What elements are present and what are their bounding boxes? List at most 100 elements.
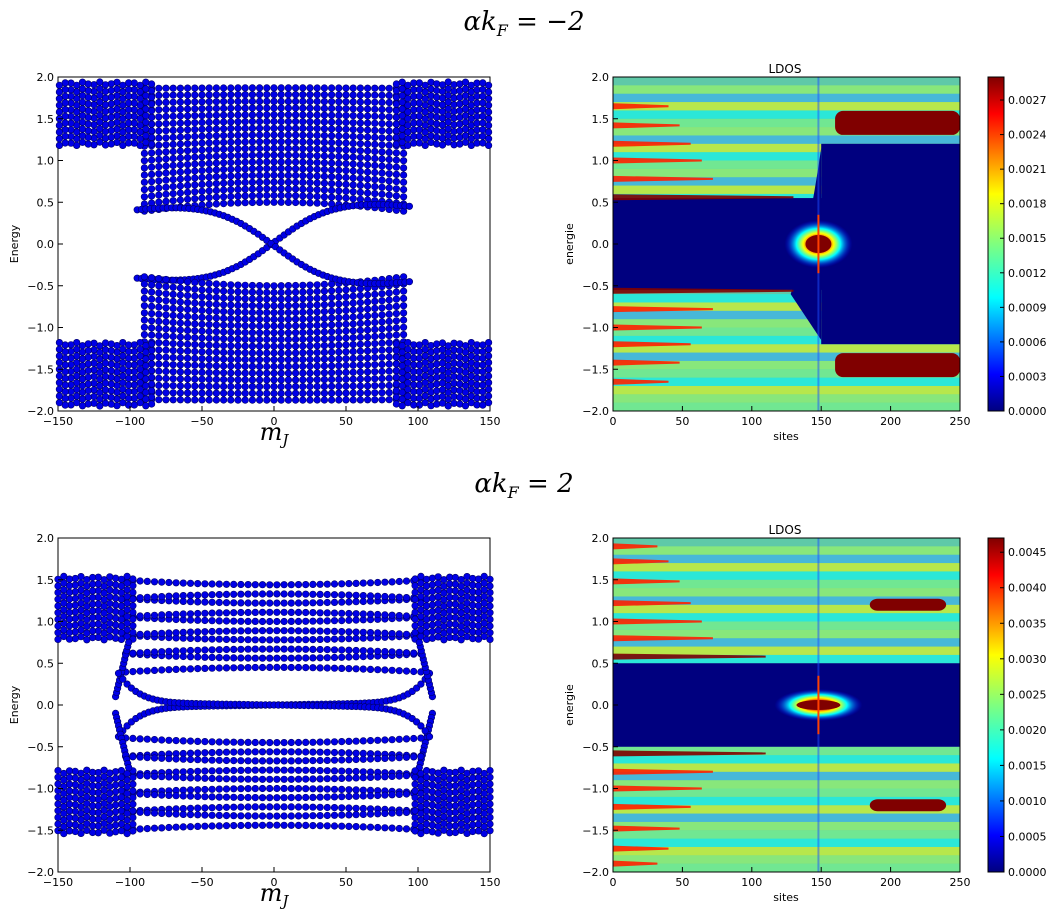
spectrum-point: [277, 104, 285, 112]
spectrum-point: [222, 654, 231, 662]
spectrum-point: [292, 335, 300, 344]
spectrum-point: [244, 580, 252, 589]
spectrum-point: [184, 285, 192, 293]
spectrum-point: [155, 296, 163, 304]
spectrum-point: [388, 578, 396, 586]
spectrum-point: [434, 573, 442, 581]
spectrum-point: [158, 629, 166, 637]
spectrum-point: [309, 664, 317, 672]
spectrum-point: [125, 638, 133, 647]
spectrum-point: [423, 582, 431, 590]
spectrum-point: [338, 737, 346, 746]
spectrum-point: [256, 158, 264, 166]
spectrum-point: [198, 118, 206, 127]
spectrum-point: [335, 166, 343, 174]
spectrum-point: [191, 361, 199, 369]
spectrum-point: [111, 581, 120, 589]
spectrum-point: [309, 785, 317, 793]
spectrum-point: [287, 812, 295, 820]
spectrum-point: [169, 84, 177, 92]
spectrum-point: [248, 329, 256, 337]
spectrum-point: [155, 177, 163, 185]
spectrum-point: [198, 320, 206, 328]
spectrum-point: [294, 803, 303, 811]
spectrum-point: [263, 362, 271, 371]
spectrum-point: [292, 111, 300, 119]
spectrum-point: [256, 171, 264, 179]
spectrum-point: [320, 186, 329, 194]
spectrum-point: [313, 159, 321, 167]
spectrum-point: [258, 663, 267, 672]
spectrum-point: [410, 734, 418, 743]
spectrum-point: [234, 165, 242, 173]
spectrum-point: [111, 781, 120, 789]
spectrum-point: [338, 664, 346, 673]
spectrum-point: [117, 629, 125, 637]
spectrum-point: [220, 111, 228, 119]
spectrum-point: [277, 138, 285, 146]
spectrum-point: [107, 387, 115, 395]
spectrum-point: [284, 362, 293, 371]
spectrum-point: [320, 97, 329, 106]
ldos-streak: [613, 653, 766, 660]
spectrum-point: [349, 195, 357, 203]
spectrum-point: [172, 665, 180, 674]
spectrum-point: [433, 80, 441, 88]
spectrum-point: [143, 809, 151, 817]
spectrum-point: [392, 324, 401, 332]
spectrum-point: [328, 300, 336, 309]
spectrum-point: [385, 177, 393, 185]
spectrum-point: [287, 636, 295, 644]
spectrum-point: [205, 84, 213, 92]
spectrum-point: [400, 164, 408, 172]
spectrum-point: [162, 141, 170, 149]
spectrum-point: [179, 591, 187, 600]
spectrum-point: [364, 147, 372, 155]
spectrum-point: [316, 599, 324, 607]
spectrum-point: [169, 161, 177, 170]
spectrum-point: [194, 786, 202, 794]
spectrum-point: [148, 149, 156, 157]
spectrum-point: [208, 804, 216, 812]
spectrum-point: [263, 90, 271, 99]
y-axis-label: energie: [563, 223, 576, 265]
spectrum-point: [335, 382, 343, 390]
spectrum-point: [227, 97, 235, 106]
spectrum-point: [162, 367, 170, 376]
y-tick-labels: 2.01.51.00.50.0−0.5−1.0−1.5−2.0: [582, 532, 618, 879]
spectrum-point: [169, 297, 177, 306]
spectrum-point: [191, 91, 199, 99]
spectrum-point: [356, 161, 365, 169]
spectrum-point: [256, 383, 264, 391]
spectrum-point: [388, 666, 396, 674]
spectrum-point: [256, 131, 264, 139]
spectrum-point: [374, 629, 382, 637]
ldos-band: [613, 319, 960, 328]
spectrum-point: [378, 290, 386, 298]
spectrum-point: [230, 627, 238, 635]
spectrum-point: [299, 138, 307, 146]
spectrum-point: [220, 152, 228, 160]
x-tick-label: 0: [271, 415, 278, 428]
spectrum-point: [395, 824, 403, 833]
spectrum-point: [263, 356, 271, 364]
spectrum-point: [457, 575, 465, 584]
spectrum-point: [107, 100, 115, 108]
spectrum-point: [230, 812, 238, 820]
spectrum-point: [148, 170, 156, 178]
ldos-streak: [613, 860, 658, 867]
spectrum-point: [378, 148, 386, 156]
spectrum-point: [212, 335, 220, 343]
spectrum-point: [313, 389, 321, 397]
spectrum-point: [287, 766, 295, 774]
colorbar: [987, 76, 1005, 412]
x-tick-label: −150: [43, 876, 73, 889]
spectrum-point: [194, 737, 202, 746]
spectrum-point: [299, 84, 307, 92]
spectrum-point: [284, 117, 293, 126]
spectrum-point: [205, 321, 213, 329]
spectrum-point: [400, 287, 408, 295]
spectrum-point: [270, 342, 278, 350]
spectrum-point: [284, 396, 293, 404]
spectrum-point: [136, 790, 144, 798]
